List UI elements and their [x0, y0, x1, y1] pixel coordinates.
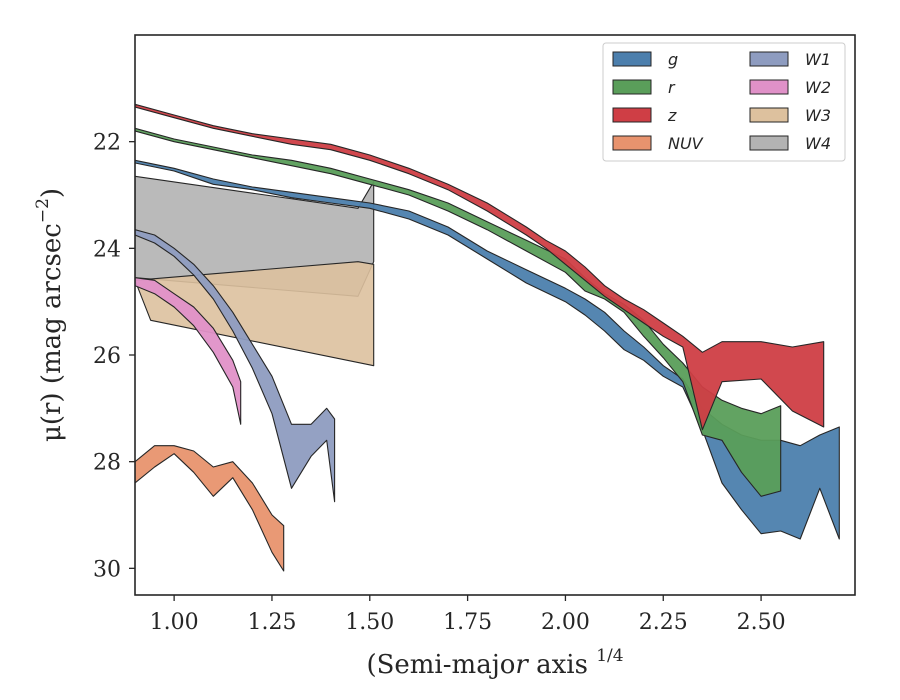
- series-layer: [135, 103, 840, 572]
- legend-label-g: g: [668, 50, 678, 69]
- x-tick-label: 1.25: [247, 610, 296, 635]
- x-tick-label: 1.75: [443, 610, 492, 635]
- x-tick-label: 1.00: [150, 610, 199, 635]
- y-tick-label: 22: [93, 131, 121, 156]
- legend-label-w2: W2: [805, 78, 831, 97]
- legend-label-r: r: [668, 78, 676, 97]
- legend-label-z: z: [667, 106, 677, 125]
- ticks-layer: 1.00 1.25 1.50 1.75 2.00 2.25 2.50 22 24 26 28 30: [93, 131, 786, 635]
- band-w3: [135, 261, 375, 367]
- plot-frame: [134, 34, 856, 596]
- x-tick-label: 1.50: [345, 610, 394, 635]
- legend-swatch-g: [612, 51, 652, 67]
- legend-swatch-r: [612, 79, 652, 95]
- band-nuv: [135, 445, 285, 572]
- y-tick-label: 26: [93, 344, 121, 369]
- band-g: [135, 159, 840, 540]
- legend: grz NUV W1 W2 W3 W4: [602, 42, 846, 162]
- legend-label-w4: W4: [805, 134, 831, 153]
- y-axis-label: μ(r) (mag arcsec−2): [33, 188, 67, 442]
- band-z: [135, 103, 825, 431]
- x-tick-label: 2.00: [541, 610, 590, 635]
- y-tick-label: 24: [93, 237, 121, 262]
- legend-swatch-w1: [749, 51, 789, 67]
- x-axis-label: (Semi-major axis 1/4: [366, 646, 623, 680]
- band-w1: [135, 229, 336, 503]
- legend-label-w3: W3: [805, 106, 831, 125]
- legend-swatch-w2: [749, 79, 789, 95]
- legend-box: [602, 42, 846, 162]
- legend-swatch-z: [612, 107, 652, 123]
- band-r: [135, 127, 782, 497]
- y-tick-label: 30: [93, 557, 121, 582]
- x-tick-label: 2.25: [639, 610, 688, 635]
- legend-label-nuv: NUV: [668, 134, 704, 153]
- x-tick-label: 2.50: [737, 610, 786, 635]
- legend-swatch-w4: [749, 135, 789, 151]
- legend-swatch-w3: [749, 107, 789, 123]
- legend-label-w1: W1: [805, 50, 831, 69]
- y-tick-label: 28: [93, 451, 121, 476]
- band-w2: [135, 277, 242, 425]
- legend-swatch-nuv: [612, 135, 652, 151]
